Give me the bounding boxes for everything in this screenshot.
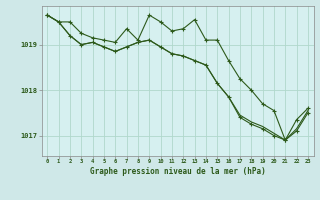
X-axis label: Graphe pression niveau de la mer (hPa): Graphe pression niveau de la mer (hPa): [90, 167, 266, 176]
